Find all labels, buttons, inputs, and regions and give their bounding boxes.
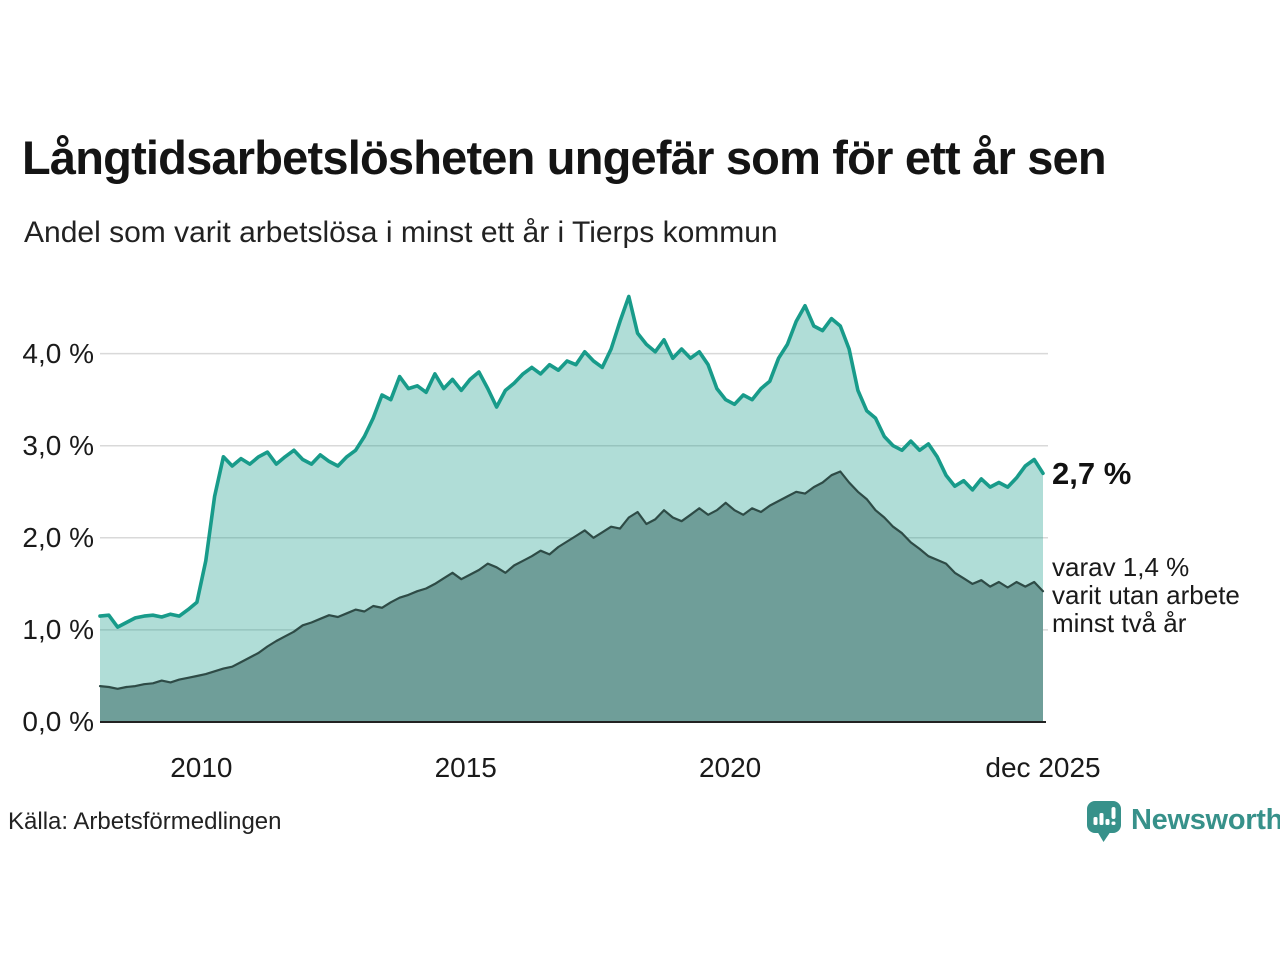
x-axis-label: 2015	[434, 752, 497, 783]
x-axis-label: dec 2025	[985, 752, 1101, 783]
two-year-series-area	[100, 471, 1043, 722]
annotation-two-year: varav 1,4 % varit utan arbete minst två …	[1052, 553, 1240, 637]
annotation-latest-value: 2,7 %	[1052, 456, 1132, 491]
y-axis-label: 2,0 %	[22, 521, 94, 553]
x-axis-label: 2010	[170, 752, 233, 783]
chart-subtitle: Andel som varit arbetslösa i minst ett å…	[24, 216, 778, 249]
x-axis-label: 2020	[698, 752, 762, 783]
newsworthy-logo: Newsworthy	[1086, 800, 1280, 844]
chart-title: Långtidsarbetslösheten ungefär som för e…	[22, 131, 1107, 184]
annotation-two-year-line1: varav 1,4 %	[1052, 552, 1190, 582]
annotation-two-year-line3: minst två år	[1052, 608, 1187, 638]
source-text: Källa: Arbetsförmedlingen	[8, 808, 282, 835]
y-axis-label: 1,0 %	[22, 613, 94, 645]
y-axis-label: 3,0 %	[22, 429, 94, 461]
y-axis-label: 4,0 %	[22, 337, 94, 369]
annotation-two-year-line2: varit utan arbete	[1052, 580, 1240, 610]
total-series-line	[98, 294, 1045, 629]
y-axis-label: 0,0 %	[22, 706, 94, 737]
newsworthy-speech-bubble-bar-chart-icon	[1087, 801, 1121, 842]
two-year-series-line	[98, 470, 1045, 690]
newsworthy-wordmark: Newsworthy	[1131, 804, 1280, 836]
